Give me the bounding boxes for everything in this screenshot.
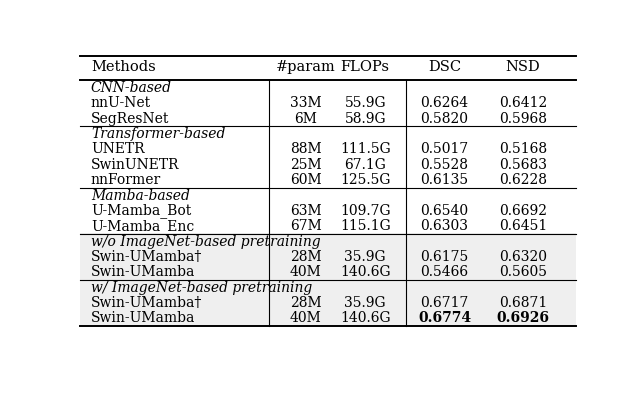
Text: 0.6264: 0.6264 xyxy=(420,96,468,110)
Text: SegResNet: SegResNet xyxy=(91,112,170,126)
Text: 60M: 60M xyxy=(290,173,321,187)
Text: Swin-UMamba: Swin-UMamba xyxy=(91,311,195,325)
Text: 0.6871: 0.6871 xyxy=(499,296,547,310)
Text: 0.6717: 0.6717 xyxy=(420,296,468,310)
Text: 0.6774: 0.6774 xyxy=(418,311,471,325)
Text: FLOPs: FLOPs xyxy=(340,60,390,74)
Text: 0.5820: 0.5820 xyxy=(420,112,468,126)
Text: DSC: DSC xyxy=(428,60,461,74)
Text: 0.5683: 0.5683 xyxy=(499,158,547,172)
Text: Methods: Methods xyxy=(91,60,156,74)
Text: w/ ImageNet-based pretraining: w/ ImageNet-based pretraining xyxy=(91,281,312,295)
Text: 0.5466: 0.5466 xyxy=(420,265,468,279)
Text: 0.6540: 0.6540 xyxy=(420,204,468,218)
Text: 35.9G: 35.9G xyxy=(344,250,386,264)
Text: 58.9G: 58.9G xyxy=(344,112,386,126)
Text: CNN-based: CNN-based xyxy=(91,81,172,95)
Text: Swin-UMamba†: Swin-UMamba† xyxy=(91,250,202,264)
Text: 125.5G: 125.5G xyxy=(340,173,390,187)
Text: Swin-UMamba†: Swin-UMamba† xyxy=(91,296,202,310)
Text: 6M: 6M xyxy=(294,112,317,126)
Text: 25M: 25M xyxy=(290,158,321,172)
FancyBboxPatch shape xyxy=(80,279,576,325)
Text: 140.6G: 140.6G xyxy=(340,311,390,325)
Text: 0.6228: 0.6228 xyxy=(499,173,547,187)
Text: Swin-UMamba: Swin-UMamba xyxy=(91,265,195,279)
Text: 55.9G: 55.9G xyxy=(344,96,386,110)
Text: 40M: 40M xyxy=(290,311,321,325)
Text: 115.1G: 115.1G xyxy=(340,219,390,233)
Text: 63M: 63M xyxy=(290,204,321,218)
Text: 40M: 40M xyxy=(290,265,321,279)
Text: 35.9G: 35.9G xyxy=(344,296,386,310)
Text: 0.6175: 0.6175 xyxy=(420,250,468,264)
Text: U-Mamba_Enc: U-Mamba_Enc xyxy=(91,219,194,234)
Text: 0.6412: 0.6412 xyxy=(499,96,547,110)
Text: 28M: 28M xyxy=(290,296,321,310)
FancyBboxPatch shape xyxy=(80,233,576,279)
Text: #param: #param xyxy=(276,60,335,74)
Text: 111.5G: 111.5G xyxy=(340,142,390,156)
Text: 88M: 88M xyxy=(290,142,321,156)
Text: 109.7G: 109.7G xyxy=(340,204,390,218)
Text: Transformer-based: Transformer-based xyxy=(91,127,225,141)
Text: 0.5017: 0.5017 xyxy=(420,142,468,156)
Text: w/o ImageNet-based pretraining: w/o ImageNet-based pretraining xyxy=(91,234,321,249)
Text: 28M: 28M xyxy=(290,250,321,264)
Text: Mamba-based: Mamba-based xyxy=(91,188,190,203)
Text: 140.6G: 140.6G xyxy=(340,265,390,279)
Text: 67.1G: 67.1G xyxy=(344,158,386,172)
Text: nnU-Net: nnU-Net xyxy=(91,96,151,110)
Text: 0.5168: 0.5168 xyxy=(499,142,547,156)
Text: 33M: 33M xyxy=(290,96,321,110)
Text: U-Mamba_Bot: U-Mamba_Bot xyxy=(91,203,191,218)
Text: 0.5968: 0.5968 xyxy=(499,112,547,126)
Text: SwinUNETR: SwinUNETR xyxy=(91,158,179,172)
Text: 0.6451: 0.6451 xyxy=(499,219,547,233)
Text: nnFormer: nnFormer xyxy=(91,173,161,187)
Text: 0.6320: 0.6320 xyxy=(499,250,547,264)
Text: 0.6926: 0.6926 xyxy=(497,311,549,325)
Text: 67M: 67M xyxy=(290,219,321,233)
Text: 0.5528: 0.5528 xyxy=(420,158,468,172)
Text: 0.6692: 0.6692 xyxy=(499,204,547,218)
Text: 0.6135: 0.6135 xyxy=(420,173,468,187)
Text: 0.6303: 0.6303 xyxy=(420,219,468,233)
Text: NSD: NSD xyxy=(506,60,540,74)
Text: 0.5605: 0.5605 xyxy=(499,265,547,279)
Text: UNETR: UNETR xyxy=(91,142,145,156)
